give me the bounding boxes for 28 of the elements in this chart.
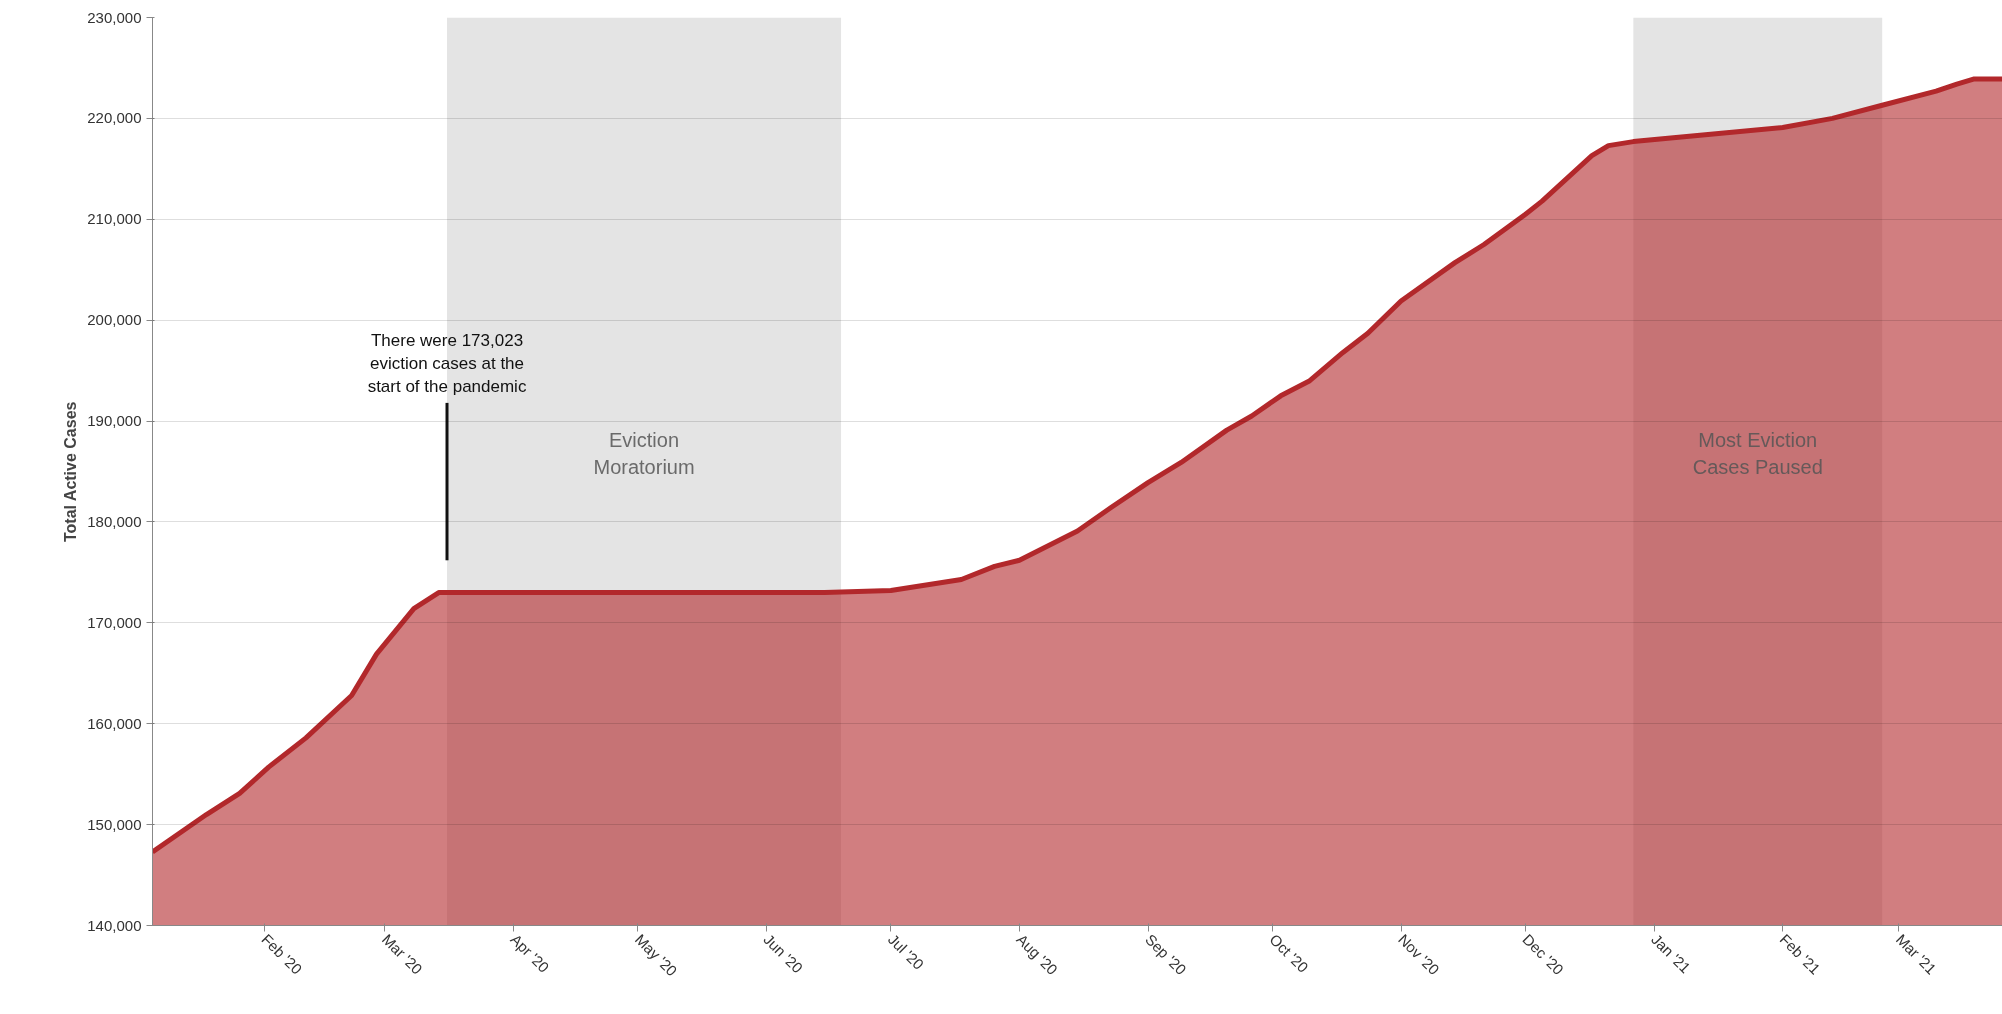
- x-tick-label: Aug '20: [1013, 930, 1062, 979]
- y-tick-label: 230,000: [87, 8, 142, 26]
- x-tick-label: Feb '20: [258, 930, 306, 978]
- x-tick-label: Nov '20: [1395, 930, 1443, 979]
- y-tick-label: 190,000: [87, 412, 142, 430]
- x-tick-label: Mar '21: [1892, 930, 1940, 978]
- y-tick-label: 170,000: [87, 613, 142, 631]
- x-tick-label: Jun '20: [760, 930, 807, 977]
- y-axis-title: Total Active Cases: [62, 401, 80, 543]
- x-tick-label: Feb '21: [1776, 930, 1824, 978]
- x-tick-label: May '20: [631, 930, 681, 980]
- y-tick-label: 180,000: [87, 512, 142, 530]
- band-label: Eviction Moratorium: [593, 429, 695, 478]
- y-tick-label: 210,000: [87, 210, 142, 228]
- x-tick-label: Apr '20: [507, 930, 553, 976]
- x-tick-label: Sep '20: [1142, 930, 1190, 979]
- y-tick-label: 140,000: [87, 916, 142, 934]
- band-label: Most Eviction Cases Paused: [1692, 429, 1823, 478]
- annotation: There were 173,023 eviction cases at the start of the pandemic: [367, 331, 527, 396]
- y-tick-label: 220,000: [87, 109, 142, 127]
- x-tick-label: Jul '20: [884, 930, 928, 973]
- y-tick-label: 150,000: [87, 815, 142, 833]
- y-tick-label: 160,000: [87, 714, 142, 732]
- y-tick-label: 200,000: [87, 311, 142, 329]
- x-tick-label: Oct '20: [1266, 930, 1312, 976]
- x-tick-label: Mar '20: [378, 930, 426, 978]
- x-tick-label: Dec '20: [1519, 930, 1568, 979]
- x-tick-label: Jan '21: [1648, 930, 1694, 977]
